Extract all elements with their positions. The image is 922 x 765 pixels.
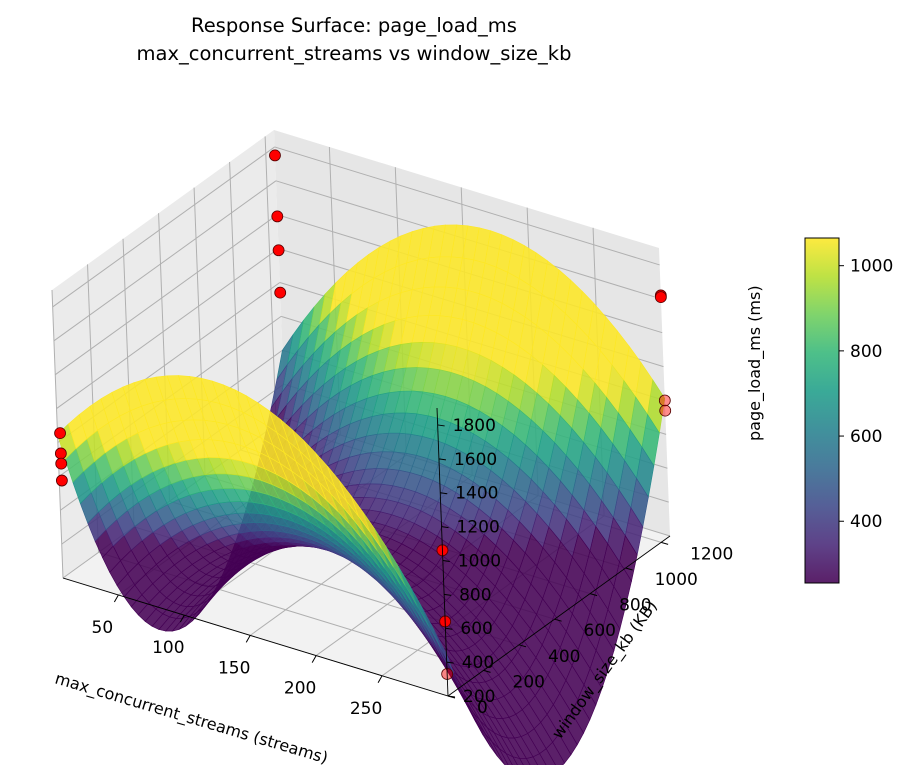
data-point	[654, 291, 667, 304]
surface-patch	[519, 758, 531, 765]
y-axis-line	[447, 535, 671, 697]
data-point	[55, 474, 68, 487]
y-tick-label: 200	[513, 672, 545, 692]
data-point	[271, 210, 284, 223]
z-tick-mark	[444, 593, 452, 596]
x-tick-mark	[311, 655, 317, 663]
z-tick-label: 1000	[458, 551, 501, 571]
y-tick-label: 0	[477, 698, 488, 718]
y-tick-mark	[589, 593, 598, 597]
data-point	[54, 447, 67, 460]
y-tick-label: 1000	[655, 570, 698, 590]
data-point	[55, 457, 68, 470]
colorbar-tick-label: 400	[850, 512, 882, 532]
colorbar: 400 600 800 1000	[804, 237, 893, 584]
z-tick-mark	[447, 695, 456, 698]
axes-lines	[62, 407, 671, 697]
x-tick-mark	[113, 594, 119, 603]
grid-z-left	[52, 146, 275, 308]
data-point	[272, 244, 285, 257]
z-axis-line	[436, 407, 449, 697]
z-tick-mark	[438, 458, 447, 461]
x-tick-mark	[377, 675, 383, 684]
data-point	[274, 286, 287, 299]
data-point	[269, 149, 281, 162]
y-tick-mark	[660, 541, 669, 545]
y-tick-mark	[554, 618, 562, 622]
y-tick-mark	[625, 567, 633, 571]
colorbar-gradient	[804, 237, 840, 584]
grid-y-left	[264, 136, 277, 425]
z-tick-mark	[442, 559, 450, 562]
z-tick-mark	[445, 627, 453, 630]
x-tick-label: 100	[152, 638, 184, 658]
data-point	[54, 427, 66, 440]
x-tick-label: 150	[218, 658, 250, 678]
z-tick-mark	[440, 492, 448, 495]
grid-z-left	[56, 248, 279, 409]
z-tick-label: 800	[459, 585, 491, 605]
z-tick-mark	[437, 424, 445, 427]
z-tick-label: 400	[462, 653, 494, 673]
x-tick-mark	[245, 635, 251, 643]
chart-title: Response Surface: page_load_ms	[191, 14, 517, 37]
z-tick-label: 600	[460, 619, 492, 639]
y-tick-label: 1200	[690, 544, 733, 564]
response-surface	[57, 224, 666, 765]
surface-patch	[505, 752, 518, 765]
grid-z-left	[53, 180, 277, 342]
y-tick-label: 800	[619, 596, 651, 616]
x-tick-label: 250	[350, 699, 382, 719]
x-tick-label: 50	[92, 618, 114, 638]
surface-patch	[512, 756, 524, 765]
y-tick-label: 600	[584, 621, 616, 641]
colorbar-tick-label: 800	[850, 342, 882, 362]
z-tick-label: 1200	[457, 518, 500, 538]
y-tick-label: 400	[548, 647, 580, 667]
x-tick-mark	[179, 614, 185, 623]
z-tick-label: 1600	[454, 450, 497, 470]
x-axis-line	[62, 577, 449, 697]
grid-z-back	[274, 146, 660, 266]
z-axis-label: page_load_ms (ms)	[745, 285, 765, 441]
z-tick-mark	[446, 661, 454, 664]
surface-patch	[539, 748, 556, 765]
colorbar-tick-label: 1000	[850, 257, 893, 277]
z-tick-label: 1800	[453, 416, 496, 436]
y-tick-mark	[518, 644, 527, 648]
x-tick-label: 200	[284, 679, 316, 699]
z-tick-label: 1400	[455, 484, 498, 504]
chart-subtitle: max_concurrent_streams vs window_size_kb	[137, 42, 572, 65]
y-tick-mark	[483, 669, 491, 673]
data-point	[659, 404, 672, 417]
z-tick-mark	[441, 526, 449, 529]
z-tick-label: 200	[463, 687, 495, 707]
grid-z-left	[54, 214, 278, 376]
colorbar-tick-label: 600	[850, 427, 882, 447]
data-point	[658, 394, 671, 407]
